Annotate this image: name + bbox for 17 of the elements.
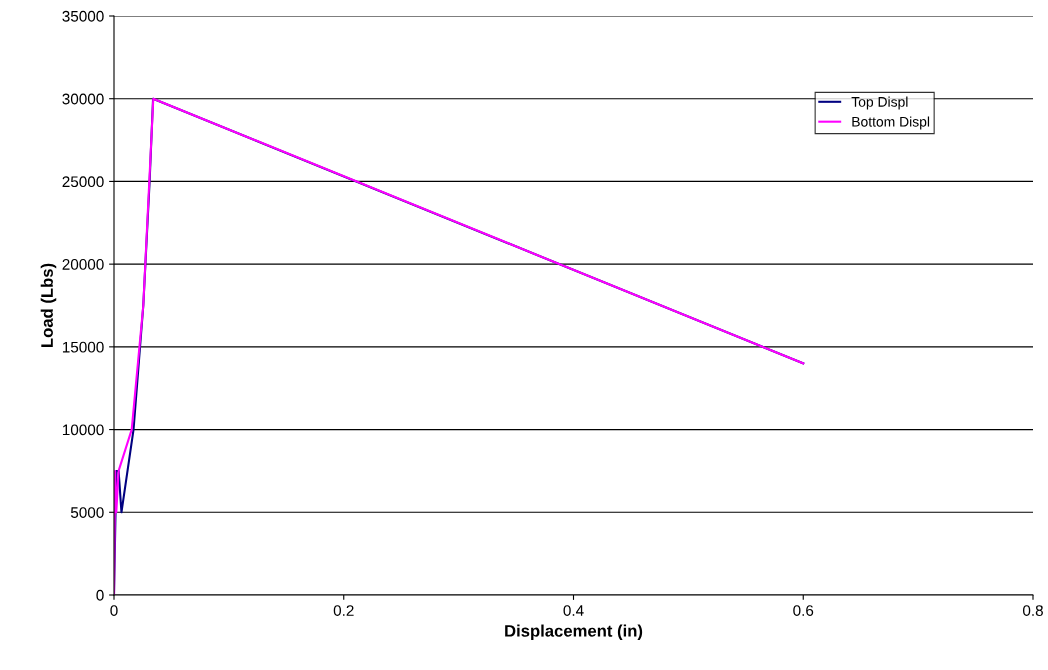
legend-label: Top Displ [851, 96, 908, 110]
y-tick-label: 10000 [62, 424, 104, 436]
x-tick-label: 0.8 [1022, 605, 1043, 616]
y-tick-label: 30000 [62, 93, 104, 105]
y-tick-label: 25000 [62, 176, 104, 188]
y-tick-label: 15000 [62, 341, 104, 353]
x-tick-label: 0.4 [563, 605, 584, 616]
y-tick-label: 5000 [70, 507, 104, 518]
y-axis-title: Load (Lbs) [40, 263, 57, 347]
x-tick-label: 0 [110, 605, 118, 616]
x-tick-label: 0.6 [793, 605, 814, 616]
x-axis-title: Displacement (in) [505, 624, 643, 641]
y-tick-label: 0 [96, 589, 104, 601]
legend-label: Bottom Displ [852, 116, 930, 130]
x-tick-label: 0.2 [333, 605, 354, 616]
y-tick-label: 35000 [62, 10, 104, 22]
y-tick-label: 20000 [62, 259, 104, 270]
